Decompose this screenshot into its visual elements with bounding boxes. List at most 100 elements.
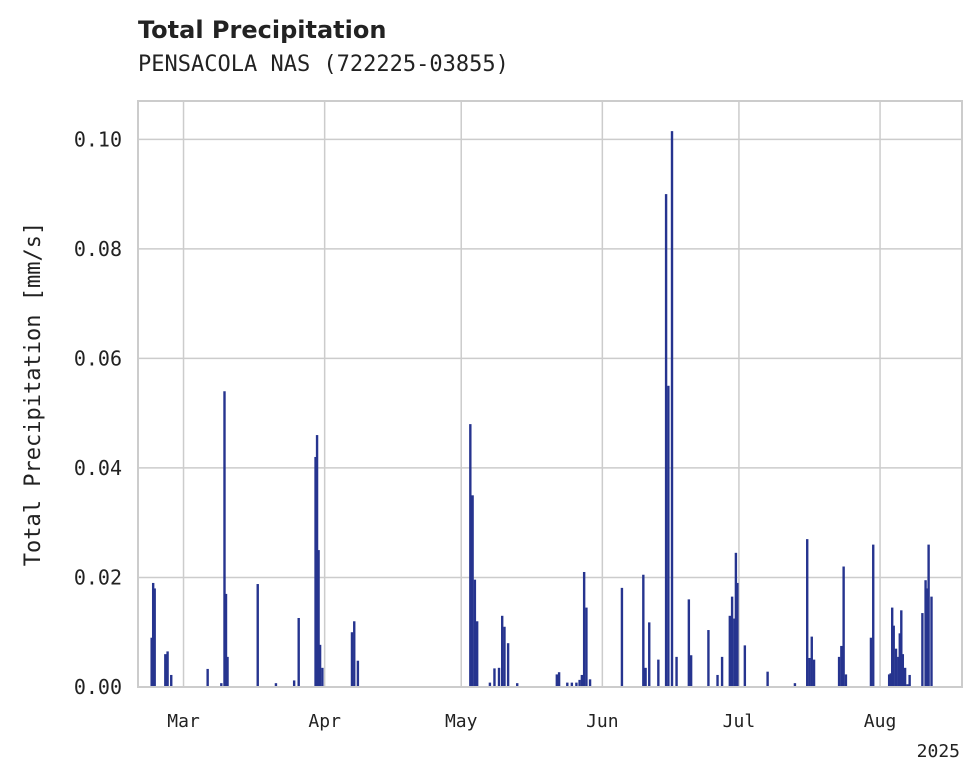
precipitation-bar xyxy=(808,657,811,687)
precipitation-bar xyxy=(150,637,153,687)
precipitation-bar xyxy=(887,674,891,687)
precipitation-bar xyxy=(906,684,909,687)
precipitation-bar xyxy=(869,637,873,687)
precipitation-bar xyxy=(806,539,809,687)
precipitation-bar xyxy=(620,587,624,687)
precipitation-bar xyxy=(350,632,354,687)
precipitation-bar xyxy=(170,674,173,687)
precipitation-bar xyxy=(588,679,592,687)
precipitation-bar xyxy=(151,582,155,687)
precipitation-bar xyxy=(224,593,228,687)
precipitation-bar xyxy=(500,615,504,687)
precipitation-bar xyxy=(903,667,907,687)
precipitation-bar xyxy=(493,668,496,687)
precipitation-bar xyxy=(206,668,209,687)
precipitation-bar xyxy=(575,682,578,687)
y-tick-label: 0.04 xyxy=(74,456,122,480)
precipitation-bar xyxy=(734,552,738,687)
precipitation-bar xyxy=(925,588,929,687)
precipitation-bar xyxy=(503,626,506,687)
precipitation-bar xyxy=(566,682,569,687)
precipitation-bar xyxy=(314,456,317,687)
precipitation-bar xyxy=(901,654,905,687)
precipitation-bar xyxy=(223,391,226,687)
precipitation-bar xyxy=(506,643,510,687)
x-tick-label: Mar xyxy=(167,711,200,732)
precipitation-bar xyxy=(720,656,724,687)
chart-title: Total Precipitation xyxy=(138,16,387,44)
precipitation-bar xyxy=(812,659,816,687)
precipitation-bar xyxy=(894,648,898,687)
precipitation-bar xyxy=(840,645,843,687)
precipitation-bar xyxy=(716,674,719,687)
x-tick-label: May xyxy=(445,711,478,732)
precipitation-bar xyxy=(898,633,901,687)
precipitation-bar xyxy=(670,131,674,688)
precipitation-bar xyxy=(317,550,320,687)
precipitation-bar xyxy=(488,682,492,687)
year-label: 2025 xyxy=(917,741,960,762)
precipitation-bar xyxy=(469,424,472,687)
x-tick-label: Jul xyxy=(723,711,756,732)
precipitation-bar xyxy=(793,683,797,687)
precipitation-bar xyxy=(166,651,169,687)
precipitation-bar xyxy=(318,644,322,687)
precipitation-bar xyxy=(844,674,848,687)
precipitation-bar xyxy=(897,656,900,687)
precipitation-bar xyxy=(555,674,559,687)
precipitation-bar xyxy=(497,667,501,687)
precipitation-bar xyxy=(570,682,574,687)
precipitation-bar xyxy=(930,596,933,687)
precipitation-bar xyxy=(220,683,223,687)
precipitation-bar xyxy=(892,625,895,687)
precipitation-bar xyxy=(927,544,930,687)
precipitation-bar xyxy=(766,671,769,687)
precipitation-bar xyxy=(557,672,561,687)
precipitation-bar xyxy=(689,655,693,687)
x-tick-label: Apr xyxy=(308,711,341,732)
precipitation-bar xyxy=(321,667,324,687)
precipitation-bar xyxy=(580,674,584,687)
precipitation-bar xyxy=(315,435,319,687)
precipitation-bar xyxy=(473,579,477,687)
precipitation-bar xyxy=(353,621,356,687)
precipitation-bar xyxy=(743,645,747,687)
precipitation-bar xyxy=(153,588,156,687)
precipitation-bar xyxy=(908,674,911,687)
precipitation-bar xyxy=(585,607,588,687)
precipitation-bar xyxy=(644,667,647,687)
precipitation-bar xyxy=(810,636,813,687)
precipitation-bar xyxy=(297,617,300,687)
precipitation-bar xyxy=(728,615,732,687)
chart-subtitle: PENSACOLA NAS (722225-03855) xyxy=(138,52,509,77)
plot-frame xyxy=(137,100,963,688)
bar-series xyxy=(150,131,933,688)
precipitation-bar xyxy=(687,599,691,687)
precipitation-bar xyxy=(675,656,678,687)
precipitation-bar xyxy=(872,544,875,687)
grid-lines xyxy=(138,101,962,688)
precipitation-bar xyxy=(657,659,660,687)
precipitation-bar xyxy=(733,618,736,687)
y-tick-label: 0.10 xyxy=(74,127,122,151)
x-tick-label: Aug xyxy=(864,711,897,732)
precipitation-bar xyxy=(164,654,167,687)
y-tick-label: 0.02 xyxy=(74,565,122,589)
precipitation-bar xyxy=(648,622,651,687)
y-axis-label: Total Precipitation [mm/s] xyxy=(21,222,46,566)
precipitation-bar xyxy=(921,613,924,687)
precipitation-bar xyxy=(842,566,845,687)
precipitation-bar xyxy=(667,385,670,687)
y-tick-label: 0.00 xyxy=(74,675,122,699)
y-tick-labels: 0.00 0.02 0.04 0.06 0.08 0.10 xyxy=(74,127,122,699)
precipitation-bar xyxy=(578,679,581,687)
precipitation-bar xyxy=(736,582,739,687)
precipitation-bar xyxy=(292,680,296,687)
precipitation-bar xyxy=(889,673,892,687)
precipitation-bar xyxy=(707,630,710,687)
precipitation-bar xyxy=(900,610,903,687)
precipitation-bar xyxy=(582,571,586,687)
precipitation-bar xyxy=(226,656,229,687)
precipitation-bar xyxy=(274,683,278,687)
precipitation-bar xyxy=(471,495,474,687)
